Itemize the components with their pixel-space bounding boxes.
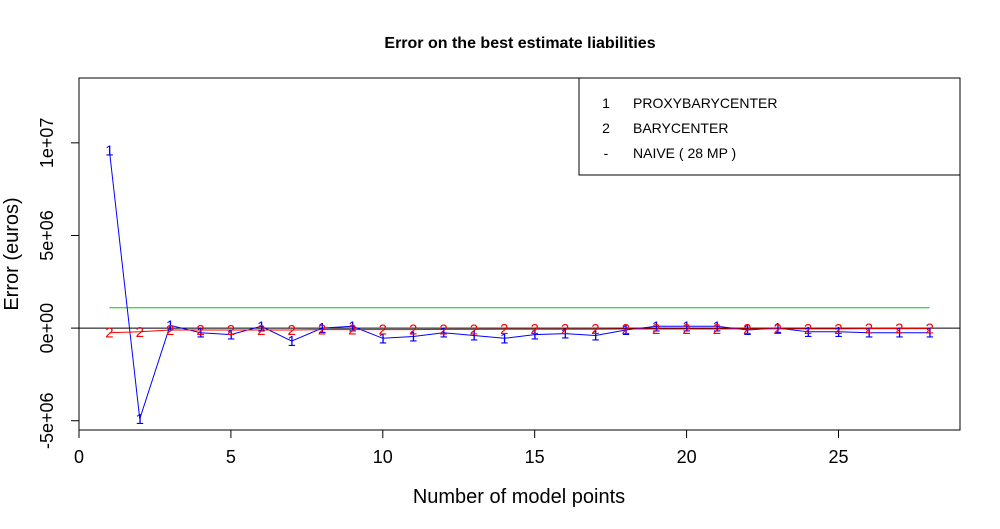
series-0-point: 1 [865,325,873,342]
y-tick-label: 0e+00 [37,303,57,354]
series-1-point: 2 [622,321,630,338]
series-0-point: 1 [379,330,387,347]
series-0-point: 1 [652,318,660,335]
series-1-point: 2 [774,321,782,338]
legend-label-2: NAIVE ( 28 MP ) [633,145,736,161]
series-1-point: 2 [348,322,356,339]
series-1-point: 2 [531,321,539,338]
series-0-point: 1 [470,328,478,345]
chart-title: Error on the best estimate liabilities [384,35,655,52]
series-0-point: 1 [743,322,751,339]
series-1-point: 2 [591,321,599,338]
series-1-point: 2 [804,321,812,338]
legend-box [578,77,961,176]
legend: 1 PROXYBARYCENTER 2 BARYCENTER - NAIVE ( 28 M… [578,77,961,176]
series-1-point: 2 [409,322,417,339]
series-0-point: 1 [774,320,782,337]
series-0-point: 1 [287,333,295,350]
series-1-point: 2 [257,322,265,339]
series-0-point: 1 [713,318,721,335]
x-tick-label: 20 [677,447,697,467]
series-0-point: 1 [318,320,326,337]
y-tick-label: 1e+07 [37,118,57,169]
legend-marker-0: 1 [602,95,610,111]
series-1-point: 2 [500,321,508,338]
series-1-point: 2 [865,321,873,338]
series-0-point: 1 [105,142,113,159]
series-1-point: 2 [136,324,144,341]
series-0-point: 1 [895,325,903,342]
series-0-point: 1 [500,330,508,347]
series-1-point: 2 [227,322,235,339]
series-0-point: 1 [682,318,690,335]
series-1-point: 2 [925,321,933,338]
x-axis: 0 5 10 15 20 25 [74,429,848,467]
series-0-point: 1 [622,322,630,339]
x-axis-label: Number of model points [413,486,625,508]
series-0-point: 1 [136,411,144,428]
y-axis-label: Error (euros) [1,197,23,310]
legend-label-1: BARYCENTER [633,120,728,136]
series-0-point: 1 [925,325,933,342]
legend-marker-2: - [604,145,609,161]
x-tick-label: 25 [828,447,848,467]
series-0-point: 1 [196,325,204,342]
series-0-point: 1 [561,326,569,343]
x-tick-label: 10 [373,447,393,467]
series-0-point: 1 [439,325,447,342]
series-0-point: 1 [531,327,539,344]
series-1-point: 2 [105,325,113,342]
series-1-point: 2 [561,321,569,338]
series-1-point: 2 [682,321,690,338]
series-1-point: 2 [166,322,174,339]
series-1-point: 2 [439,321,447,338]
y-axis: -5e+06 0e+00 5e+06 1e+07 [37,118,80,449]
x-tick-label: 5 [226,447,236,467]
series-1-point: 2 [713,321,721,338]
series-1-point: 2 [834,321,842,338]
series-1-point: 2 [895,321,903,338]
series-0-point: 1 [348,318,356,335]
series-1-point: 2 [743,321,751,338]
series-0-point: 1 [257,318,265,335]
series-0-point: 1 [227,327,235,344]
y-tick-label: 5e+06 [37,210,57,261]
y-tick-label: -5e+06 [37,392,57,449]
series-0-point: 1 [804,324,812,341]
series-1-point: 2 [379,322,387,339]
x-tick-label: 15 [525,447,545,467]
legend-marker-1: 2 [602,120,610,136]
series-1-point: 2 [196,322,204,339]
series-0-point: 1 [166,317,174,334]
x-tick-label: 0 [74,447,84,467]
series-1-point: 2 [287,322,295,339]
series-line-1 [109,328,930,334]
series-line-0 [108,150,930,420]
series-1-point: 2 [470,321,478,338]
series-1-point: 2 [318,322,326,339]
series-layer: 111 1 1 111 11 1 1 1 1 1 1 1 1 1 1 1 1 1 1 1 1 1 12 2 2 2 2 2 2 2 2 2 2 2… [105,142,934,428]
series-0-point: 1 [409,328,417,345]
series-1-point: 2 [652,321,660,338]
series-0-point: 1 [591,328,599,345]
series-0-point: 1 [834,324,842,341]
legend-label-0: PROXYBARYCENTER [633,95,777,111]
